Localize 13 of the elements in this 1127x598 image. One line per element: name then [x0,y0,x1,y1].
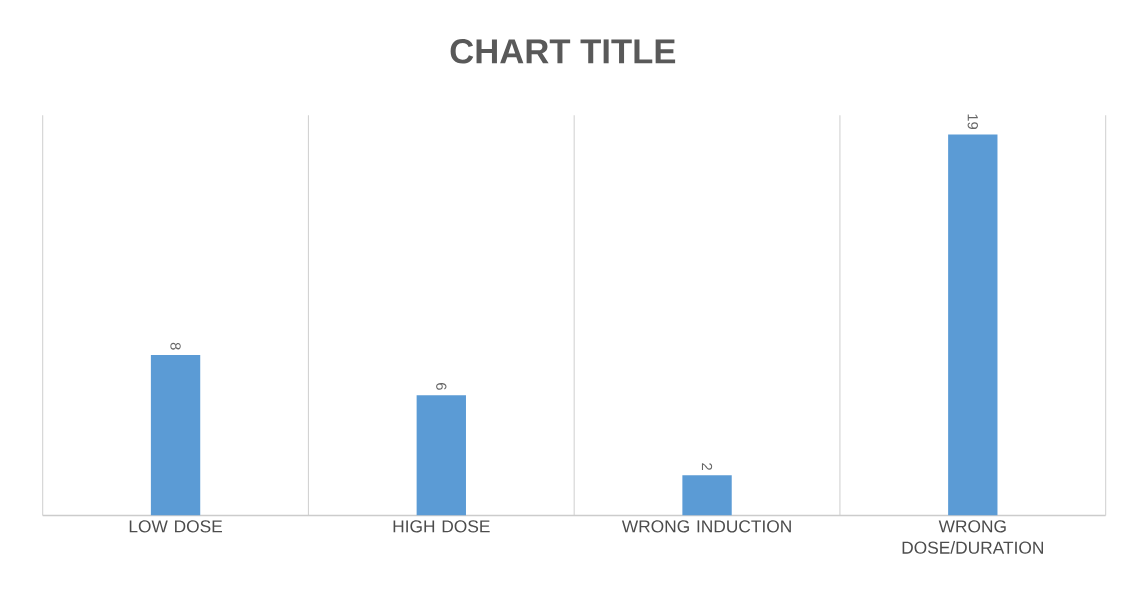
x-tick-label: HIGH DOSE [393,520,490,533]
bar [416,395,466,516]
bar [948,134,998,516]
data-label: 2 [701,463,713,470]
bar [150,354,201,516]
data-label: 8 [170,342,181,350]
x-tick-label: LOW DOSE [129,520,223,533]
chart-title: CHART TITLE [450,38,676,64]
data-label: 19 [967,114,978,129]
x-tick-label: WRONG INDUCTION [621,520,791,533]
data-label: 6 [436,382,447,390]
x-tick-label: WRONG DOSE/DURATION [902,520,1043,554]
bar [682,475,732,516]
